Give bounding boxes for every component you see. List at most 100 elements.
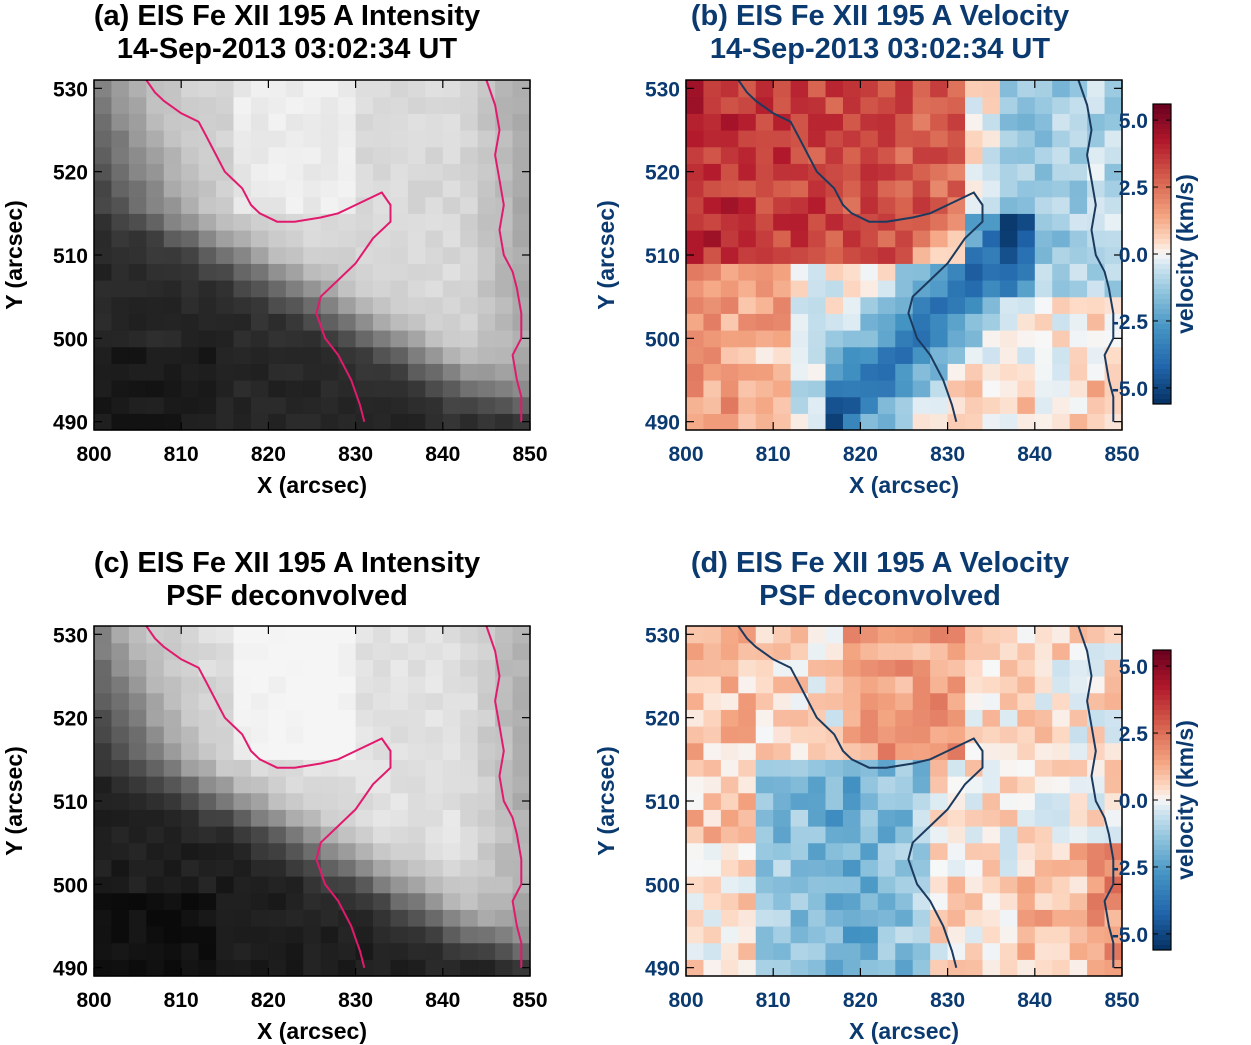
heatmap-cell [128,742,147,760]
heatmap-cell [390,942,409,960]
colorbar-segment [1153,840,1171,846]
heatmap-cell [512,676,531,694]
heatmap-cell [912,859,931,877]
heatmap-cell [460,742,479,760]
heatmap-cell [1017,759,1036,777]
heatmap-cell [268,626,287,644]
heatmap-cell [1034,642,1053,660]
heatmap-cell [1017,246,1036,264]
colorbar-tick-label: 2.5 [1119,177,1149,200]
heatmap-cell [233,230,252,248]
heatmap-cell [181,130,200,148]
heatmap-cell [738,130,757,148]
colorbar-segment [1153,114,1171,120]
heatmap-cell [877,909,896,927]
heatmap-cell [303,659,322,677]
heatmap-cell [512,230,531,248]
heatmap-cell [355,709,374,727]
heatmap-cell [1087,692,1106,710]
colorbar-segment [1153,680,1171,686]
heatmap-cell [1104,163,1123,181]
heatmap-cell [390,180,409,198]
heatmap-cell [825,642,844,660]
heatmap-cell [1017,942,1036,960]
heatmap-cell [460,96,479,114]
heatmap-cell [930,280,949,298]
colorbar-segment [1153,139,1171,145]
heatmap-cell [947,413,966,431]
heatmap-cell [320,759,339,777]
heatmap-cell [720,346,739,364]
heatmap-cell [790,909,809,927]
heatmap-cell [111,876,130,894]
colorbar-segment [1153,174,1171,180]
heatmap-cell [460,876,479,894]
colorbar-segment [1153,660,1171,666]
heatmap-cell [111,246,130,264]
heatmap-cell [512,892,531,910]
heatmap-cell [965,230,984,248]
heatmap-cell [930,163,949,181]
heatmap-cell [285,726,304,744]
panel-b: (b) EIS Fe XII 195 A Velocity14-Sep-2013… [593,0,1198,498]
heatmap-cell [94,759,113,777]
heatmap-cell [860,892,879,910]
heatmap-cell [755,396,774,414]
heatmap-cell [825,859,844,877]
heatmap-cell [320,230,339,248]
heatmap-cell [338,942,357,960]
heatmap-cell [146,263,165,281]
heatmap-cell [250,163,269,181]
heatmap-cell [338,892,357,910]
heatmap-cell [250,380,269,398]
heatmap-cell [1104,196,1123,214]
heatmap-cell [999,363,1018,381]
heatmap-cell [912,196,931,214]
heatmap-cell [755,842,774,860]
heatmap-cell [268,826,287,844]
heatmap-cell [842,330,861,348]
colorbar-segment [1153,705,1171,711]
heatmap-cell [720,842,739,860]
heatmap-cell [477,792,496,810]
heatmap-cell [373,959,392,977]
heatmap-cell [355,413,374,431]
heatmap-cell [773,909,792,927]
heatmap-cell [285,642,304,660]
heatmap-cell [860,280,879,298]
heatmap-cells [94,626,531,977]
heatmap-cell [842,909,861,927]
heatmap-cell [338,776,357,794]
heatmap-cell [111,413,130,431]
colorbar-segment [1153,219,1171,225]
heatmap-cell [965,926,984,944]
heatmap-cell [999,213,1018,231]
heatmap-cell [442,826,461,844]
heatmap-cell [111,163,130,181]
colorbar-segment [1153,665,1171,671]
heatmap-cell [233,363,252,381]
heatmap-cell [686,926,705,944]
heatmap-cell [425,909,444,927]
heatmap-cell [303,180,322,198]
colorbar-segment [1153,234,1171,240]
colorbar-segment [1153,309,1171,315]
heatmap-cell [842,80,861,98]
heatmap-cell [442,759,461,777]
colorbar-segment [1153,730,1171,736]
heatmap-cell [128,246,147,264]
heatmap-cell [1069,759,1088,777]
heatmap-cell [268,709,287,727]
heatmap-cell [877,296,896,314]
heatmap-cell [1017,96,1036,114]
heatmap-cell [947,676,966,694]
heatmap-cell [860,230,879,248]
heatmap-cell [947,130,966,148]
heatmap-cell [390,759,409,777]
heatmap-cell [355,130,374,148]
colorbar-segment [1153,209,1171,215]
heatmap-cell [181,280,200,298]
heatmap-cell [947,659,966,677]
heatmap-cell [720,926,739,944]
colorbar-segment [1153,374,1171,380]
